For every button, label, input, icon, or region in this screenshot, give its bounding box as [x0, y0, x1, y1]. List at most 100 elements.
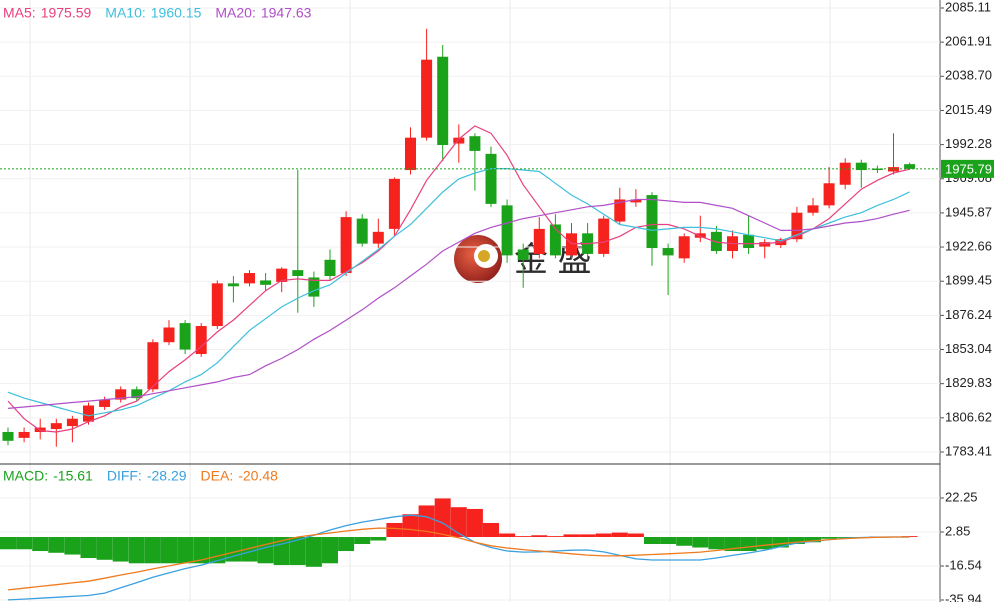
y-tick-label: 1922.66: [945, 238, 992, 253]
macd-bar: [305, 537, 322, 567]
candle-body: [501, 205, 513, 256]
candle-body: [678, 236, 690, 259]
candle-body: [566, 233, 577, 256]
candle-body: [163, 327, 175, 343]
legend-value: 1975.59: [41, 5, 92, 21]
y-tick-label: 2085.11: [945, 0, 991, 14]
y-tick-label: 1899.45: [945, 273, 992, 288]
macd-bar: [772, 537, 789, 548]
candle-body: [50, 423, 62, 430]
candle-body: [147, 342, 159, 390]
macd-bar: [579, 534, 596, 538]
candle-body: [743, 234, 755, 249]
macd-bar: [386, 522, 403, 538]
candle-body: [517, 249, 529, 260]
macd-bar: [16, 537, 33, 550]
candle-body: [904, 164, 916, 169]
candle-body: [759, 242, 771, 247]
y-tick-label: 1783.41: [945, 443, 992, 458]
legend-value: -15.61: [53, 468, 93, 484]
y-tick-label: 1853.04: [945, 341, 992, 356]
macd-bar: [563, 534, 580, 538]
candle-body: [710, 231, 722, 251]
legend-value: -20.48: [238, 468, 278, 484]
macd-bar: [354, 537, 371, 545]
y-tick-label: 2.85: [945, 523, 970, 538]
candle-body: [260, 280, 272, 285]
ma-line: [7, 198, 910, 409]
macd-bar: [483, 522, 499, 538]
macd-bar: [80, 537, 97, 559]
candle-body: [308, 277, 320, 297]
candle-body: [179, 323, 191, 350]
candle-body: [244, 273, 255, 284]
candle-body: [2, 431, 14, 441]
y-tick-label: 1945.87: [945, 204, 992, 219]
macd-bar: [96, 537, 113, 560]
macd-bar: [547, 536, 564, 538]
candle-body: [453, 137, 465, 144]
legend-value: -28.29: [147, 468, 187, 484]
macd-bar: [466, 508, 483, 538]
y-tick-label: 2015.49: [945, 102, 992, 117]
y-tick-label: 1806.62: [945, 409, 992, 424]
candle-body: [485, 153, 497, 204]
macd-line: [7, 527, 910, 591]
macd-bar: [193, 537, 210, 564]
legend-label: MA5:: [3, 5, 36, 21]
candle-body: [372, 231, 384, 244]
macd-bar: [338, 537, 355, 552]
macd-bar: [821, 537, 838, 539]
candle-body: [131, 389, 143, 399]
macd-bar: [531, 535, 548, 538]
y-tick-label: 1876.24: [945, 307, 992, 322]
macd-bar: [837, 537, 854, 538]
candle-body: [83, 405, 94, 422]
legend-label: MACD:: [3, 468, 48, 484]
macd-bar: [0, 537, 16, 550]
macd-bar: [273, 537, 290, 566]
candle-body: [630, 199, 642, 203]
candle-body: [533, 228, 545, 254]
logo-dot: [478, 250, 490, 262]
macd-bar: [161, 537, 177, 564]
y-tick-label: 1992.28: [945, 136, 992, 151]
y-tick-label: 2038.70: [945, 68, 992, 83]
candle-body: [807, 205, 819, 213]
y-tick-label: 22.25: [945, 489, 978, 504]
candle-body: [823, 183, 835, 206]
candle-body: [614, 199, 626, 222]
last-price-tag: [941, 159, 994, 178]
macd-bar: [32, 537, 49, 552]
candle-body: [195, 326, 207, 354]
macd-bar: [724, 537, 741, 552]
candle-body: [469, 136, 481, 151]
candle-body: [646, 195, 658, 249]
vertical-grid: [29, 0, 831, 602]
candle-body: [227, 283, 239, 287]
macd-bar: [676, 537, 693, 546]
y-tick-label: -16.54: [945, 557, 982, 572]
macd-bar: [499, 533, 516, 538]
candle-body: [115, 389, 127, 400]
macd-bar: [627, 533, 644, 538]
ma-line: [7, 125, 910, 433]
legend-label: DEA:: [201, 468, 234, 484]
macd-bar: [322, 537, 338, 564]
macd-bar: [692, 537, 709, 548]
macd-bar: [144, 537, 161, 564]
candle-body: [292, 270, 304, 276]
legend-label: MA20:: [215, 5, 255, 21]
macd-bar: [434, 498, 451, 538]
candle-body: [839, 162, 851, 185]
candle-body: [855, 162, 867, 171]
candle-body: [791, 212, 803, 240]
candle-body: [99, 399, 111, 407]
macd-line: [7, 514, 910, 601]
candle-body: [340, 217, 352, 274]
macd-bar: [241, 537, 258, 562]
macd-bar: [788, 537, 805, 545]
y-tick-label: 1829.83: [945, 375, 992, 390]
candle-body: [421, 59, 433, 138]
candle-body: [18, 431, 30, 438]
